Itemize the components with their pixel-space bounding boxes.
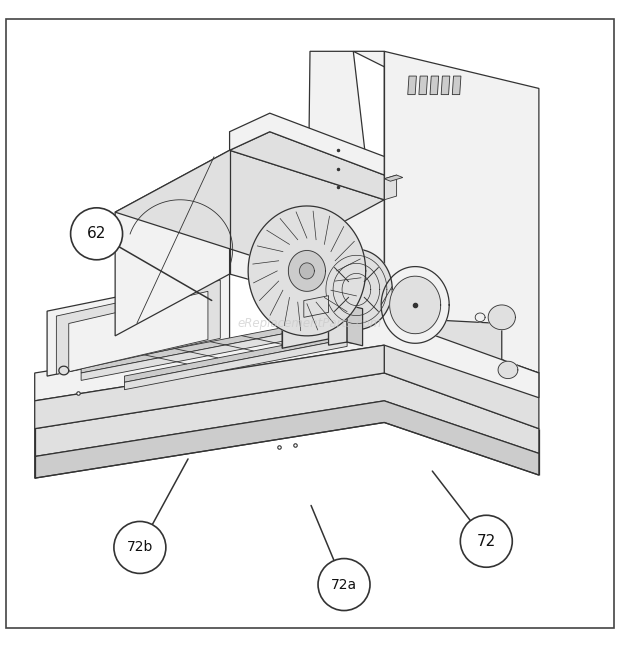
Polygon shape [304, 296, 329, 317]
Polygon shape [430, 76, 439, 94]
Polygon shape [81, 330, 304, 380]
Polygon shape [81, 324, 304, 373]
Circle shape [460, 515, 512, 567]
Polygon shape [248, 206, 366, 336]
Polygon shape [69, 291, 208, 372]
Polygon shape [307, 51, 384, 317]
Polygon shape [419, 76, 428, 94]
Polygon shape [475, 313, 485, 322]
Polygon shape [441, 76, 450, 94]
Polygon shape [282, 299, 329, 348]
Polygon shape [229, 132, 384, 200]
Polygon shape [115, 150, 384, 261]
Text: 72: 72 [477, 534, 496, 549]
Polygon shape [384, 51, 539, 373]
Polygon shape [408, 76, 417, 94]
Circle shape [318, 558, 370, 611]
Polygon shape [59, 366, 69, 375]
Polygon shape [56, 280, 220, 374]
Polygon shape [353, 51, 384, 67]
Polygon shape [47, 274, 229, 376]
Polygon shape [125, 333, 347, 382]
Polygon shape [35, 317, 539, 401]
Circle shape [71, 208, 123, 260]
Polygon shape [229, 150, 384, 317]
Polygon shape [384, 317, 539, 429]
Text: 62: 62 [87, 226, 106, 241]
Text: eReplacementParts.com: eReplacementParts.com [238, 317, 382, 330]
Polygon shape [329, 305, 347, 345]
Polygon shape [35, 373, 539, 457]
Polygon shape [229, 113, 384, 175]
Polygon shape [288, 250, 326, 291]
Polygon shape [381, 267, 449, 344]
Polygon shape [321, 249, 392, 330]
Polygon shape [35, 401, 539, 478]
Polygon shape [488, 305, 515, 330]
Polygon shape [452, 76, 461, 94]
Polygon shape [347, 305, 363, 345]
Text: 72a: 72a [331, 578, 357, 591]
Polygon shape [35, 345, 384, 429]
Polygon shape [384, 175, 397, 200]
Polygon shape [384, 175, 403, 181]
Polygon shape [125, 339, 347, 389]
Polygon shape [389, 276, 441, 334]
Circle shape [114, 521, 166, 573]
Polygon shape [498, 361, 518, 378]
Text: 72b: 72b [126, 540, 153, 554]
Polygon shape [299, 263, 314, 279]
Polygon shape [115, 150, 229, 336]
Polygon shape [329, 299, 353, 344]
